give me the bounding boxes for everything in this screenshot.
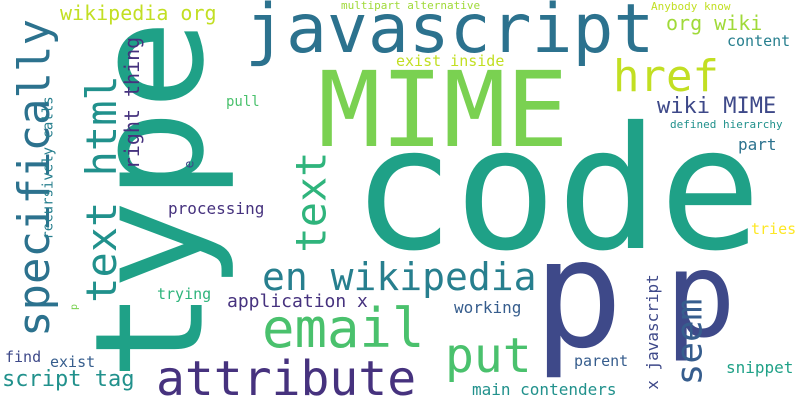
word-wikipedia-org: wikipedia org [60,1,217,25]
word-part: part [738,135,777,154]
word-attribute: attribute [156,351,417,400]
word-multipart-alternative: multipart alternative [341,0,481,12]
word-put: put [445,328,532,384]
word-parent: parent [574,352,629,370]
word-e: e [182,160,198,169]
word-wiki-mime: wiki MIME [657,94,777,119]
word-right-thing: right thing [120,36,145,170]
word-snippet: snippet [726,358,794,377]
word-x-javascript: x javascript [642,274,662,390]
word-anybody-know: Anybody know [651,0,731,13]
word-p-large: p [533,208,624,382]
word-recursively-calls: recursively calls [40,96,57,240]
word-p-medium: p [665,226,737,364]
word-find: find [5,348,42,366]
word-main-contenders: main contenders [472,380,617,399]
word-mime: MIME [318,49,569,171]
word-en-wikipedia: en wikipedia [262,255,537,299]
word-email: email [262,297,425,360]
word-exist-inside: exist inside [396,52,505,70]
word-org-wiki: org wiki [666,11,763,35]
word-javascript: javascript [245,0,655,69]
word-processing: processing [168,199,265,218]
word-seem: seem [669,298,711,386]
word-application-x: application x [227,291,368,312]
word-href: href [613,51,719,102]
word-exist: exist [50,353,96,371]
word-defined-hierarchy: defined hierarchy [670,118,783,131]
word-trying: trying [157,285,212,303]
word-script-tag: script tag [2,367,135,392]
word-tries: tries [751,220,797,238]
word-text: text [286,151,336,253]
word-working: working [454,298,522,317]
word-code: code [352,91,762,289]
word-text-html: text html [76,75,126,303]
word-content: content [727,32,791,50]
word-p-tiny: p [69,303,81,311]
word-pull: pull [226,94,260,110]
